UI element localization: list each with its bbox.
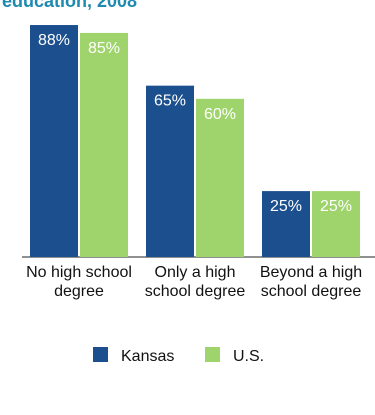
- x-tick-label: Only a high school degree: [144, 264, 246, 300]
- bar: [196, 98, 244, 257]
- legend-swatch: [93, 347, 108, 362]
- value-label: 65%: [154, 93, 186, 110]
- value-label: 25%: [320, 198, 352, 215]
- chart-title: education, 2008: [2, 0, 137, 11]
- value-label: 25%: [270, 198, 302, 215]
- bar: [262, 191, 310, 257]
- legend-label: Kansas: [121, 348, 174, 365]
- bar: [146, 85, 194, 257]
- x-tick-label: No high school degree: [26, 264, 132, 300]
- value-label: 60%: [204, 106, 236, 123]
- x-tick-label: Beyond a high school degree: [259, 264, 363, 300]
- value-label: 85%: [88, 40, 120, 57]
- bar: [80, 32, 128, 257]
- bar: [30, 25, 78, 258]
- legend-label: U.S.: [233, 348, 264, 365]
- bar: [312, 191, 360, 257]
- value-label: 88%: [38, 32, 70, 49]
- legend-swatch: [205, 347, 220, 362]
